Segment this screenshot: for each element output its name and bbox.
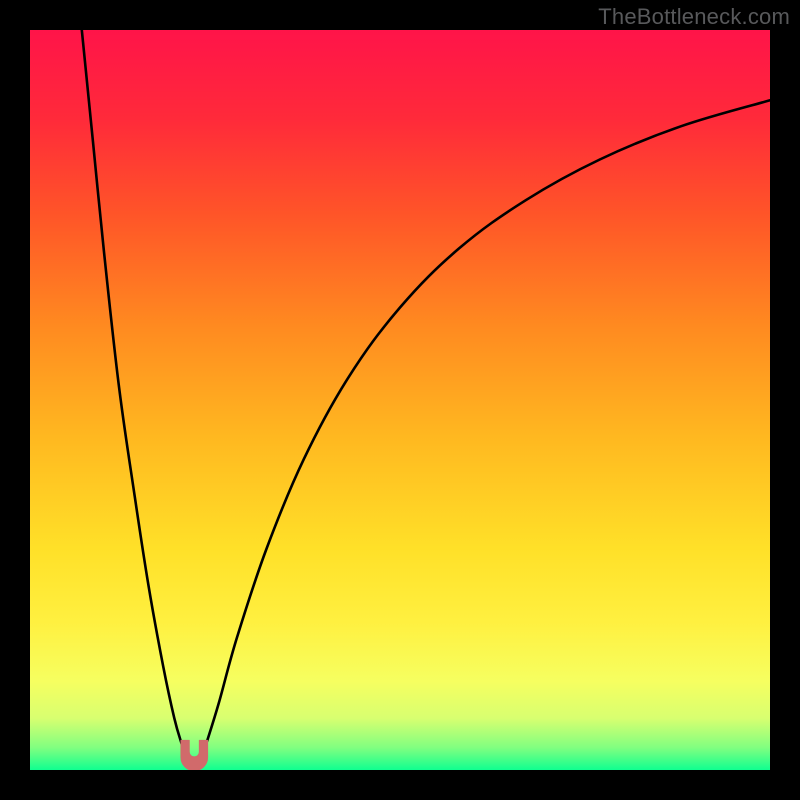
watermark-text: TheBottleneck.com [598, 4, 790, 30]
chart-container: TheBottleneck.com [0, 0, 800, 800]
valley-u-marker [181, 740, 208, 770]
plot-area [30, 30, 770, 770]
right-curve [206, 100, 770, 744]
curves-layer [30, 30, 770, 770]
left-curve [82, 30, 182, 744]
